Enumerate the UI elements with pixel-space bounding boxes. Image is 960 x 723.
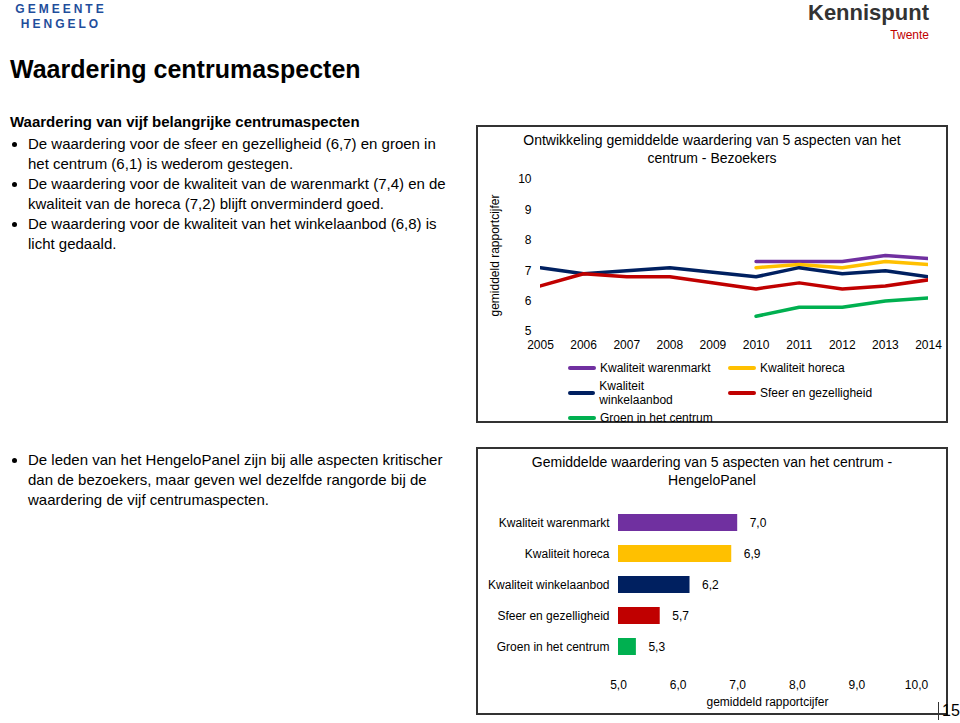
html-text:Kwaliteit winkelaanbod: Kwaliteit winkelaanbod	[599, 379, 673, 407]
svg-text:Kwaliteit warenmarkt: Kwaliteit warenmarkt	[499, 516, 610, 530]
html-text:Waardering centrumaspecten: Waardering centrumaspecten	[10, 55, 361, 83]
svg-text:2008: 2008	[656, 338, 683, 352]
svg-text:gemiddeld rapportcijfer: gemiddeld rapportcijfer	[488, 194, 502, 316]
svg-text:gemiddeld rapportcijfer: gemiddeld rapportcijfer	[706, 695, 828, 709]
svg-text:7: 7	[525, 264, 532, 278]
html-text:Gemiddelde waardering van 5 as: Gemiddelde waardering van 5 aspecten van…	[531, 454, 893, 488]
html-text:Kwaliteit warenmarkt: Kwaliteit warenmarkt	[600, 361, 711, 375]
html-text:De leden van het HengeloPanel: De leden van het HengeloPanel zijn bij a…	[28, 451, 443, 508]
html-text:Kwaliteit horeca: Kwaliteit horeca	[760, 361, 845, 375]
svg-text:7,0: 7,0	[750, 516, 767, 530]
svg-text:2006: 2006	[570, 338, 597, 352]
svg-text:2007: 2007	[613, 338, 640, 352]
svg-text:Kwaliteit horeca: Kwaliteit horeca	[525, 547, 610, 561]
svg-text:2012: 2012	[829, 338, 856, 352]
svg-text:2013: 2013	[872, 338, 899, 352]
html-text:HENGELO: HENGELO	[20, 17, 102, 31]
svg-text:8: 8	[525, 233, 532, 247]
svg-text:7,0: 7,0	[729, 678, 746, 692]
html-text:Sfeer en gezelligheid: Sfeer en gezelligheid	[760, 386, 873, 400]
svg-text:9,0: 9,0	[849, 678, 866, 692]
svg-text:6,2: 6,2	[702, 578, 719, 592]
svg-text:2009: 2009	[700, 338, 727, 352]
svg-text:Kwaliteit winkelaanbod: Kwaliteit winkelaanbod	[488, 578, 609, 592]
html-text:Twente: Twente	[890, 28, 929, 42]
html-text:Waardering van vijf belangrijk: Waardering van vijf belangrijke centruma…	[10, 113, 360, 130]
html-text:Kennis punt: Kennis punt	[808, 0, 929, 25]
svg-text:2011: 2011	[786, 338, 812, 352]
html-text:De waardering voor de sfeer en: De waardering voor de sfeer en gezelligh…	[28, 135, 436, 172]
svg-text:5,7: 5,7	[672, 609, 689, 623]
svg-text:10: 10	[518, 172, 532, 186]
svg-text:2010: 2010	[743, 338, 770, 352]
svg-text:8,0: 8,0	[789, 678, 806, 692]
svg-text:5: 5	[525, 324, 532, 338]
svg-text:2014: 2014	[915, 338, 942, 352]
svg-text:5,3: 5,3	[648, 640, 665, 654]
svg-text:6,0: 6,0	[670, 678, 687, 692]
html-text:De waardering voor de kwalitei: De waardering voor de kwaliteit van het …	[28, 215, 437, 252]
html-text:Groen in het centrum: Groen in het centrum	[600, 411, 713, 425]
svg-text:5,0: 5,0	[610, 678, 627, 692]
svg-text:10,0: 10,0	[905, 678, 929, 692]
svg-text:9: 9	[525, 203, 532, 217]
html-text:De waardering voor de kwalitei: De waardering voor de kwaliteit van de w…	[28, 175, 446, 212]
html-text:15: 15	[942, 702, 960, 719]
html-text:GEMEENTE: GEMEENTE	[15, 2, 107, 16]
svg-text:2005: 2005	[527, 338, 554, 352]
svg-text:6,9: 6,9	[744, 547, 761, 561]
svg-text:Groen in het centrum: Groen in het centrum	[497, 640, 610, 654]
svg-text:Sfeer en gezelligheid: Sfeer en gezelligheid	[497, 609, 609, 623]
svg-text:6: 6	[525, 294, 532, 308]
html-text:Ontwikkeling gemiddelde waarde: Ontwikkeling gemiddelde waardering van 5…	[523, 132, 901, 166]
